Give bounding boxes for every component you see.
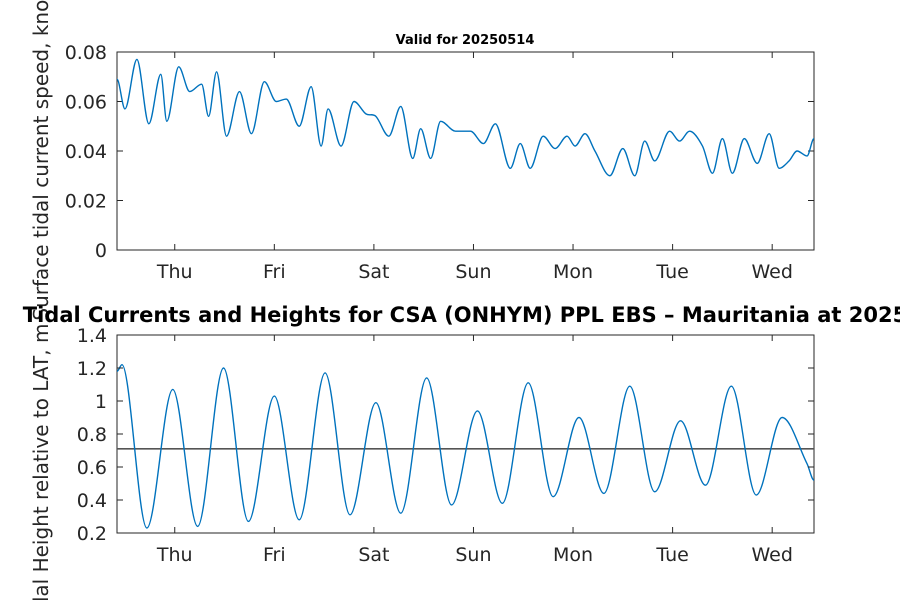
tidal-height-ytick-label: 1.4 — [77, 325, 107, 347]
tidal-height-ytick-label: 0.2 — [77, 523, 107, 545]
current-speed-ytick-label: 0 — [95, 240, 107, 262]
current-speed-xtick-label: Fri — [263, 261, 286, 283]
current-speed-series-line — [117, 58, 814, 177]
current-speed-xtick-label: Mon — [553, 261, 593, 283]
current-speed-xtick-label: Tue — [655, 261, 688, 283]
tidal-height-axes — [116, 334, 815, 534]
current-speed-ylabel: Surface tidal current speed, knots — [29, 0, 53, 321]
tidal-height-series-line — [117, 364, 814, 529]
current-speed-xtick-label: Sat — [358, 261, 389, 283]
tidal-height-xtick-label: Sat — [358, 544, 389, 566]
tidal-height-ytick-label: 1.2 — [77, 358, 107, 380]
tidal-height-xticks: Thu Fri Sat Sun Mon Tue Wed — [156, 335, 793, 566]
tidal-height-xtick-label: Mon — [553, 544, 593, 566]
tidal-height-yticks: 0.2 0.4 0.6 0.8 1 1.2 1.4 — [77, 325, 814, 545]
tidal-height-ytick-label: 1 — [95, 391, 107, 413]
current-speed-xtick-label: Wed — [751, 261, 792, 283]
current-speed-ytick-label: 0.04 — [65, 141, 107, 163]
tidal-height-ytick-label: 0.4 — [77, 490, 107, 512]
current-speed-ytick-label: 0.06 — [65, 92, 107, 114]
current-speed-axes — [116, 51, 815, 251]
tidal-height-ytick-label: 0.6 — [77, 457, 107, 479]
tidal-height-xtick-label: Tue — [655, 544, 688, 566]
current-speed-yticks: 0 0.02 0.04 0.06 0.08 — [65, 42, 814, 262]
tidal-height-title: Tidal Currents and Heights for CSA (ONHY… — [23, 303, 900, 327]
tidal-height-ylabel: Tidal Height relative to LAT, m — [29, 324, 53, 600]
current-speed-xtick-label: Thu — [156, 261, 193, 283]
tidal-height-xtick-label: Sun — [455, 544, 491, 566]
current-speed-xtick-label: Sun — [455, 261, 491, 283]
tidal-height-panel: 0.2 0.4 0.6 0.8 1 1.2 1.4 Thu Fri Sat Sun Mon Tue We… — [23, 303, 900, 600]
tidal-height-series — [117, 364, 814, 529]
tidal-height-xtick-label: Fri — [263, 544, 286, 566]
current-speed-ytick-label: 0.02 — [65, 191, 107, 213]
current-speed-title: Valid for 20250514 — [396, 33, 535, 48]
current-speed-series — [117, 58, 814, 177]
tidal-height-xtick-label: Thu — [156, 544, 193, 566]
tidal-height-xtick-label: Wed — [751, 544, 792, 566]
current-speed-xticks: Thu Fri Sat Sun Mon Tue Wed — [156, 52, 793, 283]
current-speed-ytick-label: 0.08 — [65, 42, 107, 64]
tidal-height-ytick-label: 0.8 — [77, 424, 107, 446]
current-speed-panel: Valid for 20250514 Surface tidal current… — [29, 0, 815, 321]
